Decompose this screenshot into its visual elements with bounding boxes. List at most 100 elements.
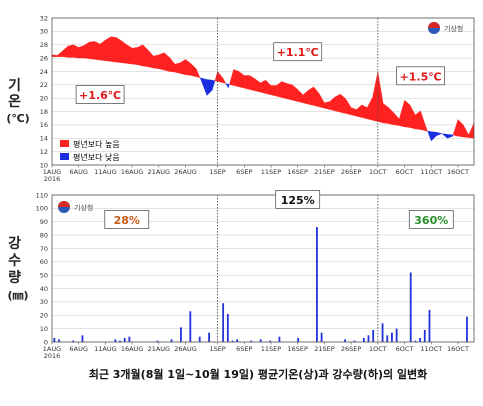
legend-swatch-below xyxy=(60,153,69,160)
precip-bar xyxy=(189,311,192,342)
annotation-box xyxy=(75,85,125,104)
precip-bar xyxy=(156,340,159,342)
annotation-label: 28% xyxy=(114,214,140,227)
x-tick-label: 11OCT xyxy=(420,168,442,176)
anomaly-segment xyxy=(318,92,325,109)
temperature-legend: 평년보다 높음 평년보다 낮음 xyxy=(60,139,120,162)
anomaly-segment xyxy=(222,78,227,84)
precip-bar xyxy=(367,335,370,342)
anomaly-segment xyxy=(452,119,459,137)
anomaly-segment xyxy=(121,40,127,64)
precip-bar xyxy=(423,329,426,342)
anomaly-segment xyxy=(164,52,170,72)
anomaly-segment xyxy=(431,131,437,142)
temperature-y-ticks: 10 12 14 16 18 20 22 24 26 28 30 32 xyxy=(40,14,48,169)
anomaly-segment xyxy=(244,75,250,90)
anomaly-segment xyxy=(110,36,117,63)
precip-bar xyxy=(372,329,375,342)
precip-bar xyxy=(419,337,421,342)
annotation-label: +1.5℃ xyxy=(400,70,442,83)
y-tick-label: 0 xyxy=(44,338,48,346)
precip-bar xyxy=(269,340,271,342)
anomaly-segment xyxy=(238,71,245,89)
y-tick-label: 50 xyxy=(40,271,48,279)
precip-bar xyxy=(395,328,398,342)
precip-bar xyxy=(222,303,225,342)
y-tick-label: 24 xyxy=(40,68,48,76)
precipitation-annotations: 28% 125% 360% xyxy=(104,189,454,229)
anomaly-segment xyxy=(334,93,341,113)
anomaly-segment xyxy=(225,83,229,89)
anomaly-segment xyxy=(185,59,192,76)
anomaly-segment xyxy=(212,79,216,91)
anomaly-segment xyxy=(73,44,79,59)
anomaly-segment xyxy=(206,79,213,96)
anomaly-segment xyxy=(297,89,304,104)
y-tick-label: 26 xyxy=(40,54,48,62)
anomaly-segment xyxy=(201,77,208,96)
annotation-box xyxy=(408,210,454,229)
x-tick-label: 11SEP xyxy=(261,168,282,176)
anomaly-segment xyxy=(372,71,379,122)
y-tick-label: 20 xyxy=(40,94,48,102)
anomaly-segment xyxy=(214,71,218,82)
anomaly-segment xyxy=(51,54,58,57)
precip-bar xyxy=(353,340,356,342)
anomaly-segment xyxy=(229,69,234,86)
x-tick-label: 1AUG xyxy=(43,168,61,176)
x-tick-label: 16AUG xyxy=(121,345,144,353)
precip-bar xyxy=(466,316,468,342)
x-tick-year: 2016 xyxy=(44,175,61,183)
anomaly-segment xyxy=(169,56,176,73)
precip-bar xyxy=(128,336,131,342)
y-tick-label: 10 xyxy=(40,325,48,333)
anomaly-segment xyxy=(137,44,143,67)
anomaly-segment xyxy=(57,50,63,57)
anomaly-segment xyxy=(436,132,443,136)
anomaly-segment xyxy=(427,130,432,142)
precip-bar xyxy=(231,340,234,342)
precipitation-bars xyxy=(53,227,468,342)
figure-caption: 최근 3개월(8월 1일~10월 19일) 평균기온(상)과 강수량(하)의 일… xyxy=(89,367,428,381)
annotation-box xyxy=(275,189,321,209)
y-tick-label: 60 xyxy=(40,258,48,266)
precipitation-month-dividers xyxy=(217,195,379,342)
x-tick-label: 1OCT xyxy=(369,345,387,353)
annotation-label: +1.1℃ xyxy=(277,46,319,59)
kma-logo-swoosh xyxy=(428,22,440,28)
kma-logo-text: 기상청 xyxy=(74,203,93,212)
anomaly-segment xyxy=(105,36,111,62)
anomaly-segment xyxy=(388,107,395,126)
x-tick-label: 6OCT xyxy=(396,345,414,353)
annotation-label: 360% xyxy=(414,214,448,227)
x-tick-label: 16SEP xyxy=(288,345,309,353)
precip-bar xyxy=(278,336,281,342)
anomaly-segment xyxy=(457,119,464,138)
anomaly-segment xyxy=(190,63,197,77)
anomaly-segment xyxy=(367,97,373,121)
y-tick-label: 30 xyxy=(40,298,48,306)
precip-bar xyxy=(391,332,393,342)
y-tick-label: 12 xyxy=(40,148,48,156)
y-tick-label: 90 xyxy=(40,218,48,226)
x-tick-label: 1SEP xyxy=(209,345,225,353)
y-tick-label: 16 xyxy=(40,121,48,129)
anomaly-segment xyxy=(447,134,453,139)
y-tick-label: 22 xyxy=(40,81,48,89)
precip-bar xyxy=(81,335,84,342)
precip-bar xyxy=(198,336,201,342)
precip-bar xyxy=(428,309,431,342)
x-tick-label: 26SEP xyxy=(341,345,362,353)
anomaly-segment xyxy=(425,126,428,132)
anomaly-segment xyxy=(329,96,336,112)
anomaly-segment xyxy=(254,78,261,93)
kma-logo-swoosh xyxy=(58,201,70,207)
y-tick-label: 14 xyxy=(40,135,48,143)
x-tick-label: 16AUG xyxy=(121,168,144,176)
anomaly-segment xyxy=(99,39,106,61)
temperature-annotations: +1.6℃ +1.1℃ +1.5℃ xyxy=(75,42,445,104)
precipitation-ylabel-line: 량 xyxy=(8,270,21,286)
precip-bar xyxy=(381,323,384,342)
anomaly-segment xyxy=(62,45,69,58)
x-tick-label: 6AUG xyxy=(70,168,88,176)
